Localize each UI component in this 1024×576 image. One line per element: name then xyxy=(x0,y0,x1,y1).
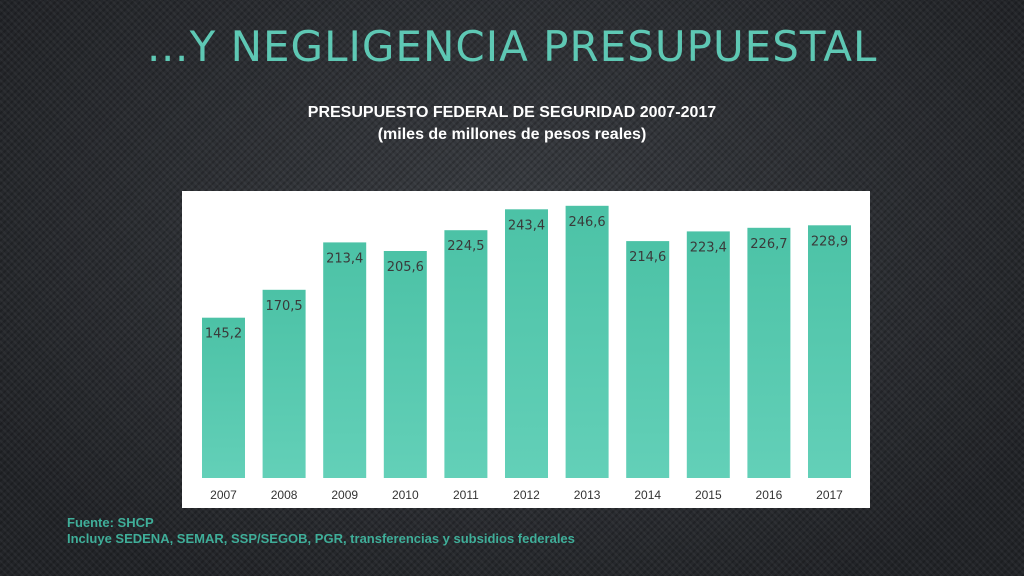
x-tick-2007: 2007 xyxy=(210,488,237,502)
data-label-2007: 145,2 xyxy=(205,327,242,342)
bar-2009 xyxy=(323,242,367,478)
bar-2008 xyxy=(262,289,306,478)
chart-subtitle: (miles de millones de pesos reales) xyxy=(377,126,647,143)
bar-2013 xyxy=(565,205,609,479)
bars-layer xyxy=(202,205,851,479)
bar-2007 xyxy=(202,317,245,478)
data-label-2016: 226,7 xyxy=(750,237,787,252)
data-labels-layer: 145,2 170,5 213,4 205,6 224,5 243,4 246,6 214,6… xyxy=(205,215,848,342)
footnote-note: Incluye SEDENA, SEMAR, SSP/SEGOB, PGR, t… xyxy=(67,531,575,546)
data-label-2008: 170,5 xyxy=(265,299,302,314)
x-tick-labels-layer: 2007 2008 2009 2010 2011 2012 2013 2014 2015 2016… xyxy=(210,488,843,502)
x-tick-2010: 2010 xyxy=(392,488,419,502)
data-label-2014: 214,6 xyxy=(629,250,666,265)
x-tick-2011: 2011 xyxy=(453,488,479,502)
data-label-2015: 223,4 xyxy=(690,240,727,255)
data-label-2012: 243,4 xyxy=(508,218,545,233)
footnote-source: Fuente: SHCP xyxy=(67,515,154,530)
x-tick-2012: 2012 xyxy=(513,488,540,502)
bar-2011 xyxy=(444,230,488,478)
bar-2014 xyxy=(626,241,670,478)
x-tick-2013: 2013 xyxy=(574,488,601,502)
x-tick-2014: 2014 xyxy=(634,488,661,502)
slide-title: …Y NEGLIGENCIA PRESUPUESTAL xyxy=(146,22,878,71)
data-label-2017: 228,9 xyxy=(811,234,848,249)
x-tick-2016: 2016 xyxy=(756,488,783,502)
bar-2012 xyxy=(505,209,548,479)
x-tick-2008: 2008 xyxy=(271,488,298,502)
bar-2015 xyxy=(686,231,730,478)
bar-chart: 145,2 170,5 213,4 205,6 224,5 243,4 246,6 214,6… xyxy=(202,205,851,502)
data-label-2011: 224,5 xyxy=(447,239,484,254)
bar-2010 xyxy=(383,251,427,478)
x-tick-2017: 2017 xyxy=(816,488,843,502)
data-label-2013: 246,6 xyxy=(568,215,605,230)
chart-heading: PRESUPUESTO FEDERAL DE SEGURIDAD 2007-20… xyxy=(0,102,1024,146)
footnote: Fuente: SHCP Incluye SEDENA, SEMAR, SSP/… xyxy=(67,515,587,547)
chart-title: PRESUPUESTO FEDERAL DE SEGURIDAD 2007-20… xyxy=(307,104,717,121)
chart-panel: 145,2 170,5 213,4 205,6 224,5 243,4 246,6 214,6… xyxy=(182,191,870,508)
bar-2016 xyxy=(747,227,791,478)
bar-2017 xyxy=(808,225,851,478)
data-label-2009: 213,4 xyxy=(326,251,363,266)
x-tick-2009: 2009 xyxy=(331,488,358,502)
x-tick-2015: 2015 xyxy=(695,488,722,502)
data-label-2010: 205,6 xyxy=(387,260,424,275)
